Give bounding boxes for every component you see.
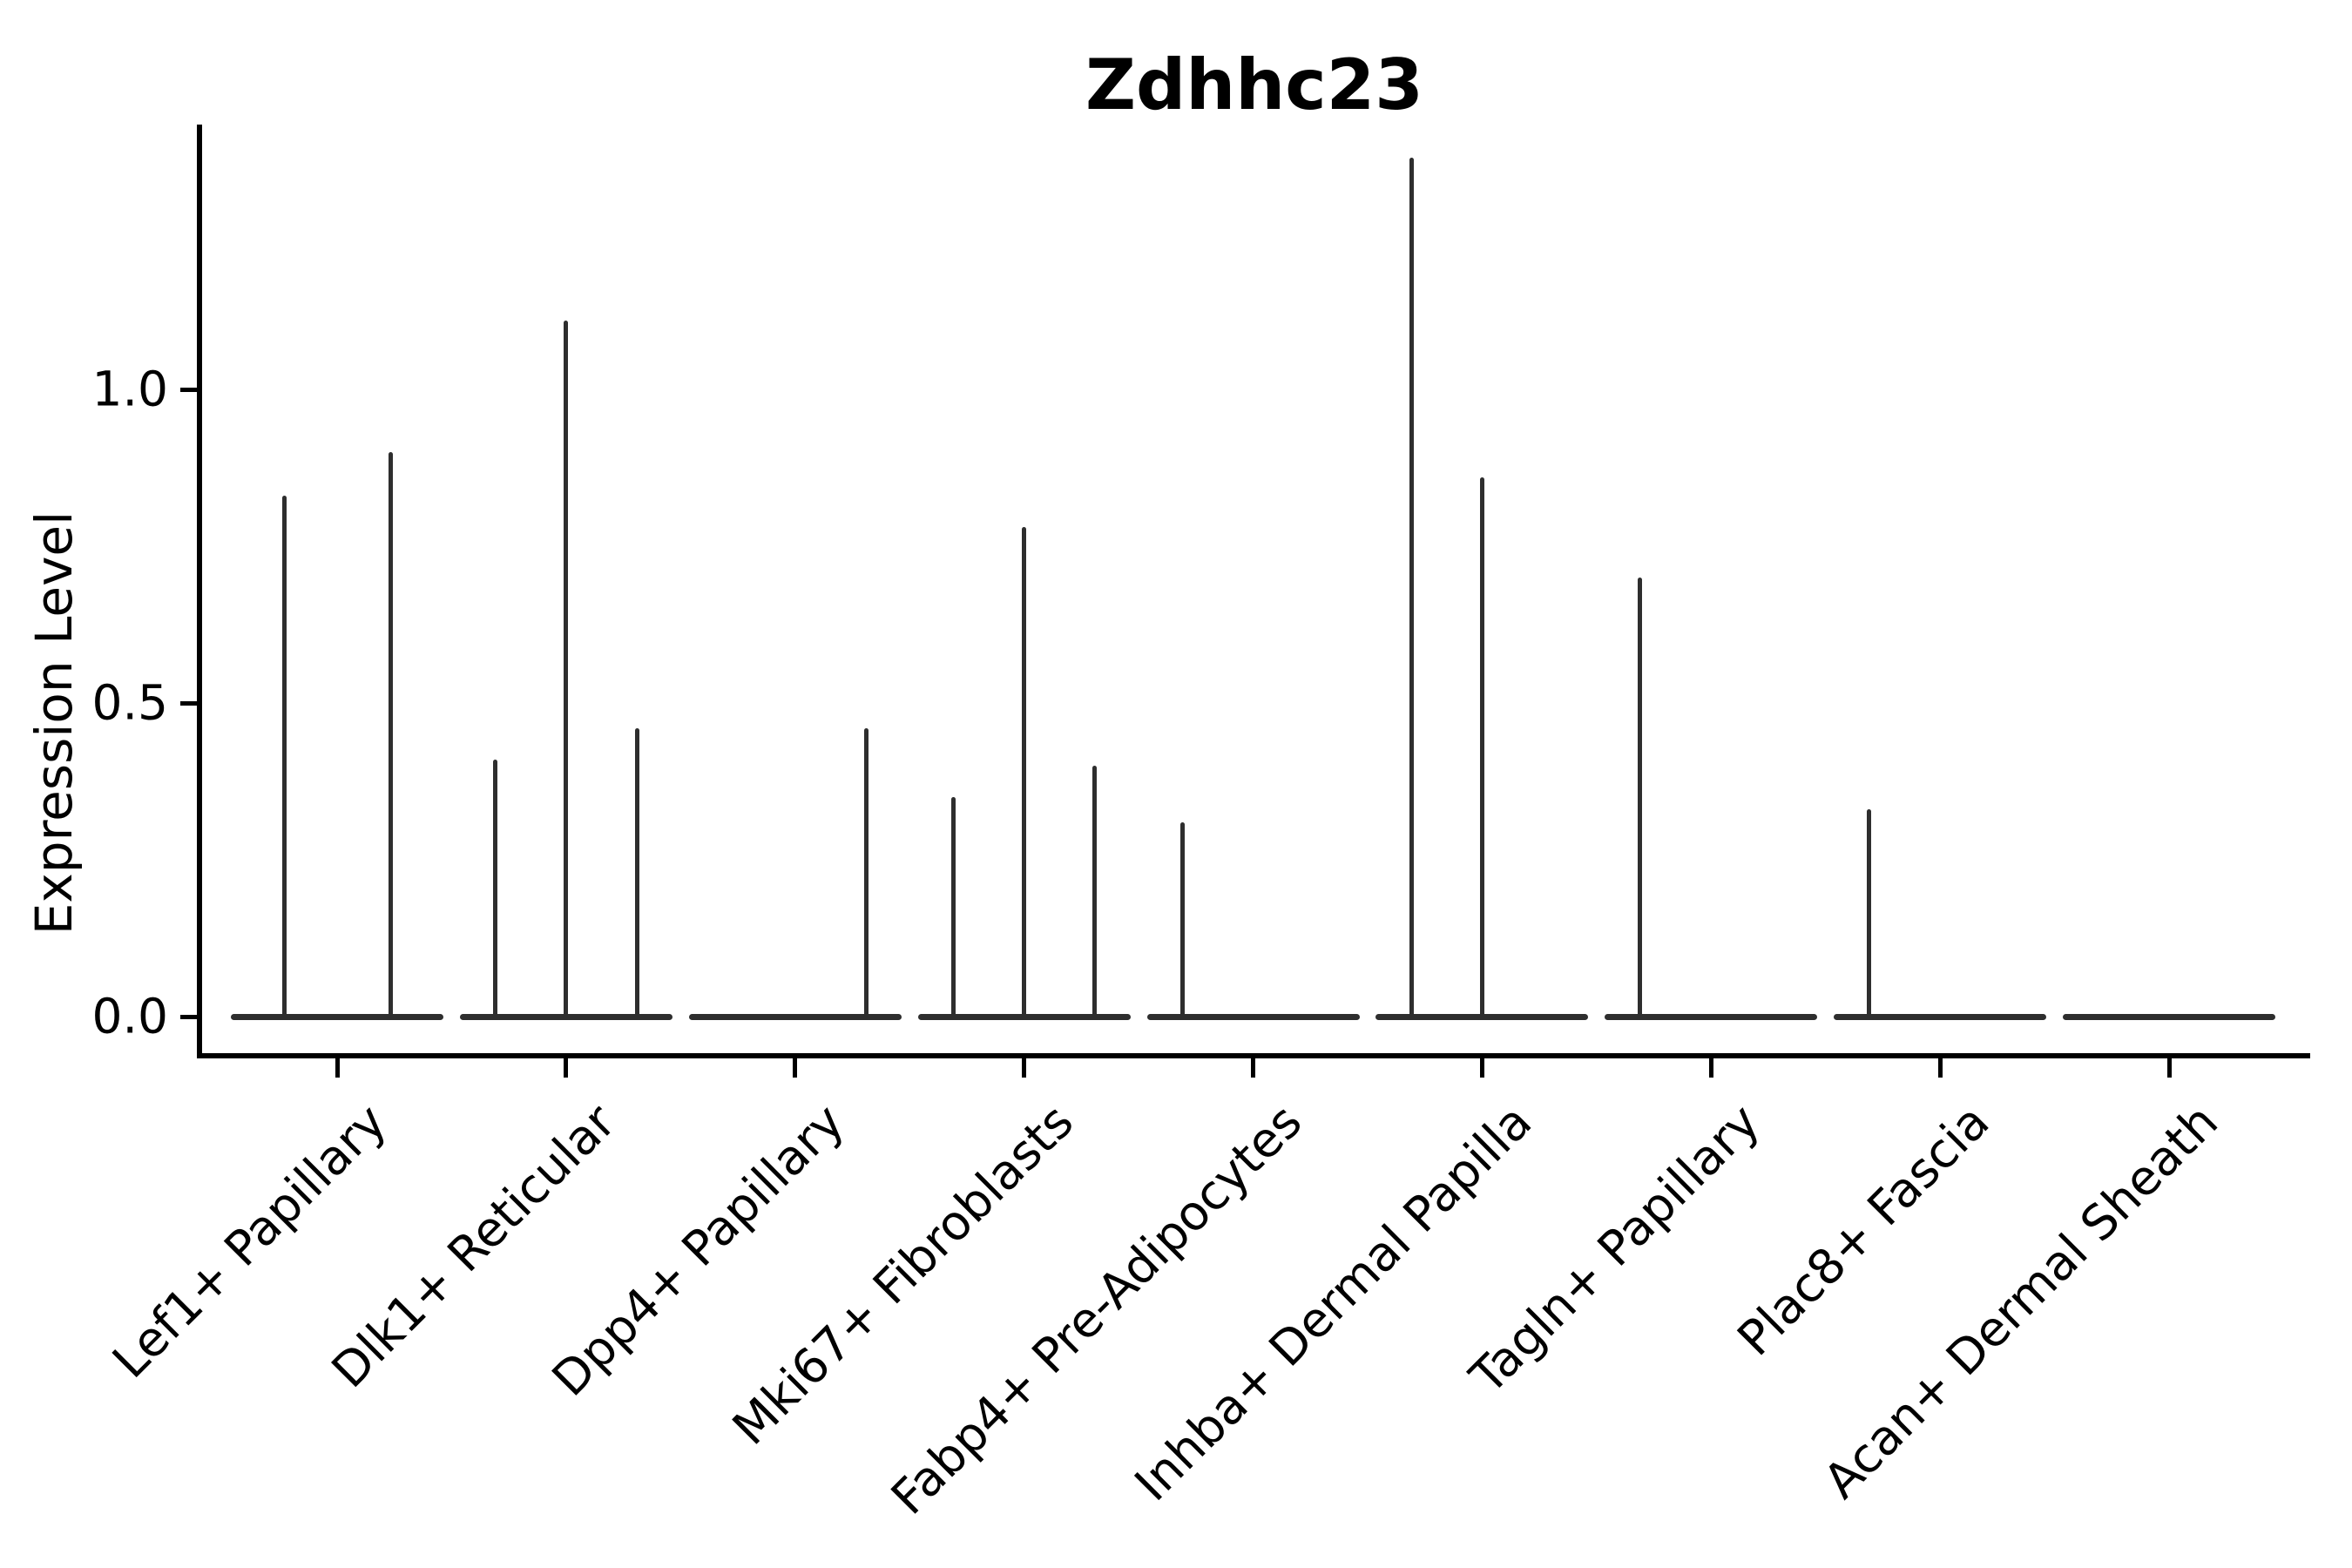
x-tick-mark [1479,1058,1484,1078]
violin-baseline [1605,1013,1818,1020]
y-tick-mark [180,1014,199,1019]
violin-baseline [917,1013,1131,1020]
violin-spike [388,452,393,1017]
chart-title: Zdhhc23 [1085,44,1423,125]
violin-spike [1409,157,1414,1017]
x-tick-label: Fabp4+ Pre-Adipocytes [881,1093,1313,1525]
violin-spike [634,727,639,1017]
x-tick-mark [1022,1058,1027,1078]
x-tick-mark [335,1058,340,1078]
violin-spike [281,496,287,1017]
y-tick-label: 1.0 [91,361,168,417]
y-tick-label: 0.0 [91,988,168,1044]
x-tick-mark [2166,1058,2172,1078]
violin-baseline [1834,1013,2047,1020]
y-tick-mark [180,700,199,706]
violin-spike [1638,578,1643,1017]
violin-spike [1179,821,1185,1017]
x-tick-label: Inhba+ Dermal Papilla [1123,1093,1542,1512]
y-axis-spine [197,125,202,1058]
violin-baseline [1375,1013,1589,1020]
violin-baseline [231,1013,443,1020]
x-tick-mark [793,1058,798,1078]
y-axis-label: Expression Level [24,510,84,936]
y-tick-mark [180,387,199,392]
violin-spike [1092,766,1098,1017]
x-tick-mark [1937,1058,1943,1078]
violin-spike [493,759,498,1017]
violin-spike [564,320,569,1017]
x-axis-spine [197,1053,2310,1058]
violin-spike [1022,527,1027,1017]
violin-baseline [2063,1013,2275,1020]
x-tick-mark [1708,1058,1713,1078]
violin-baseline [688,1013,902,1020]
x-tick-mark [1251,1058,1255,1078]
violin-baseline [459,1013,672,1020]
x-tick-label: Acan+ Dermal Sheath [1813,1093,2229,1510]
violin-spike [1867,809,1872,1017]
violin-spike [1479,476,1484,1017]
violin-spike [863,727,868,1017]
violin-baseline [1146,1013,1360,1020]
y-tick-label: 0.5 [91,674,168,731]
violin-spike [950,797,956,1017]
x-tick-mark [564,1058,569,1078]
